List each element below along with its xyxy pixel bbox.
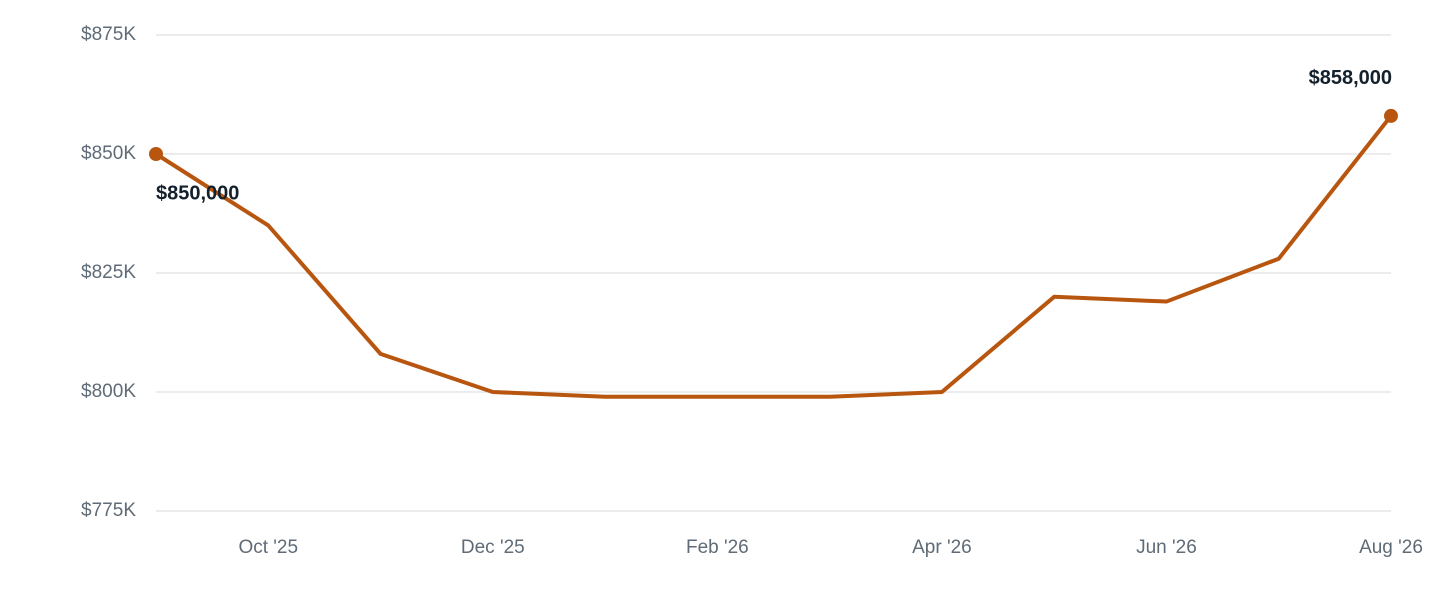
x-tick-label: Dec '25 xyxy=(461,537,525,558)
x-tick-label: Jun '26 xyxy=(1136,537,1197,558)
y-tick-label: $875K xyxy=(81,24,136,45)
x-tick-label: Apr '26 xyxy=(912,537,972,558)
y-tick-label: $850K xyxy=(81,143,136,164)
point xyxy=(149,147,163,161)
value-label: $858,000 xyxy=(1309,67,1392,89)
line xyxy=(154,114,1393,399)
x-tick-label: Oct '25 xyxy=(238,537,298,558)
y-tick-label: $775K xyxy=(81,500,136,521)
x-tick-label: Feb '26 xyxy=(686,537,749,558)
x-tick-label: Aug '26 xyxy=(1359,537,1423,558)
y-tick-label: $825K xyxy=(81,262,136,283)
point xyxy=(1384,108,1398,123)
y-tick-label: $800K xyxy=(81,381,136,402)
value-label: $850,000 xyxy=(156,182,239,204)
